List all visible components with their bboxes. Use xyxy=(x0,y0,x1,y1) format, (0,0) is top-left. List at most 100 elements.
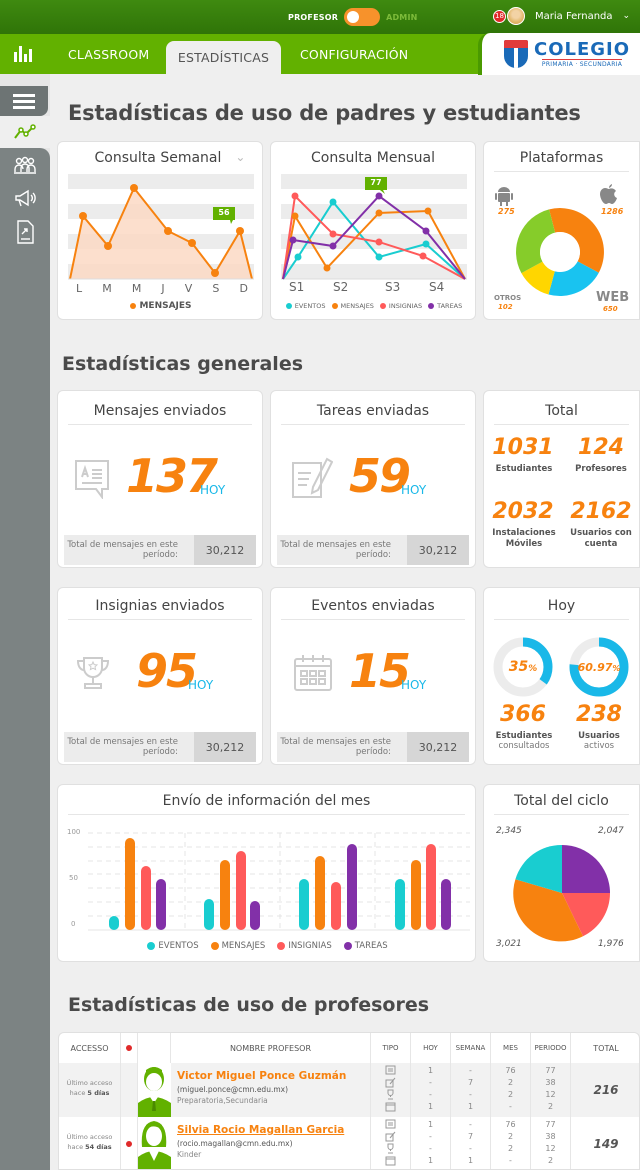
y-tick: 50 xyxy=(69,874,78,882)
column-header-access[interactable]: ACCESSO xyxy=(59,1033,121,1063)
pie-label-mensajes: 3,021 xyxy=(496,939,522,949)
tasks-sent-card: Tareas enviadas 59 HOY Total de mensajes… xyxy=(270,390,476,568)
card-title: Insignias enviados xyxy=(68,598,252,620)
section-title-teachers: Estadísticas de uso de profesores xyxy=(68,994,430,1016)
tasks-today-value: 59 xyxy=(349,449,411,503)
sidebar-item-announcements[interactable] xyxy=(12,186,38,210)
android-count: 275 xyxy=(498,207,515,216)
today-label: HOY xyxy=(188,678,214,692)
card-title: Mensajes enviados xyxy=(68,403,252,425)
apple-count: 1286 xyxy=(601,207,624,216)
column-header-name[interactable]: NOMBRE PROFESOR xyxy=(171,1033,371,1063)
accounts-label: Usuarios con cuenta xyxy=(570,528,632,549)
tab-classroom[interactable]: CLASSROOM xyxy=(68,46,150,62)
today-label: HOY xyxy=(200,483,226,497)
totals-card: Total 1031 Estudiantes 124 Profesores 20… xyxy=(483,390,640,568)
status-cell xyxy=(121,1117,138,1169)
students-total: 1031 xyxy=(492,435,554,460)
active-users-label: activos xyxy=(583,741,615,751)
task-edit-icon xyxy=(385,1077,396,1088)
column-header-status[interactable] xyxy=(121,1033,138,1063)
period-counts: 77 38 12 2 xyxy=(531,1063,571,1117)
active-users-ring-chart xyxy=(569,637,629,697)
today-card: Hoy 35% 60.97% 366 Estudiantes consultad… xyxy=(483,587,640,765)
students-consulted-label-bold: Estudiantes xyxy=(495,731,553,741)
user-name[interactable]: Maria Fernanda xyxy=(535,10,613,22)
bar-chart-title: Envío de información del mes xyxy=(68,793,465,815)
period-total-value: 30,212 xyxy=(194,535,256,565)
period-total: Total de mensajes en este período: 30,21… xyxy=(64,732,256,762)
column-header-total[interactable]: TOTAL xyxy=(593,1043,619,1053)
inactive-status-dot xyxy=(126,1141,132,1147)
period-total: Total de mensajes en este período: 30,21… xyxy=(64,535,256,565)
message-icon xyxy=(385,1065,396,1075)
tab-configuracion[interactable]: CONFIGURACIÓN xyxy=(300,46,409,62)
weekly-tooltip: 56 xyxy=(218,208,230,217)
table-row[interactable]: Último acceso hace 5 días Victor Miguel … xyxy=(59,1063,639,1117)
teacher-name-link[interactable]: Silvia Rocio Magallan Garcia xyxy=(177,1124,345,1136)
totals-title: Total xyxy=(494,403,629,425)
app-logo-icon[interactable] xyxy=(14,46,34,62)
period-total-value: 30,212 xyxy=(407,732,469,762)
teacher-info: Victor Miguel Ponce Guzmán (miguel.ponce… xyxy=(171,1063,371,1117)
type-icons xyxy=(371,1117,411,1169)
message-icon xyxy=(75,460,109,499)
events-today-value: 15 xyxy=(349,644,411,698)
today-counts: 1--1 xyxy=(411,1063,451,1117)
period-total: Total de mensajes en este período: 30,21… xyxy=(277,535,469,565)
avatar[interactable] xyxy=(507,7,525,25)
otros-count: 102 xyxy=(498,303,513,311)
toggle-label-admin: ADMIN xyxy=(386,12,418,22)
toggle-switch[interactable] xyxy=(344,8,381,26)
type-icons xyxy=(371,1063,411,1117)
y-tick: 100 xyxy=(67,828,81,836)
column-header-type[interactable]: TIPO xyxy=(371,1033,411,1063)
month-counts: 76 2 2- xyxy=(491,1063,531,1117)
table-row[interactable]: Último acceso hace 54 días Silvia Rocio … xyxy=(59,1117,639,1169)
teacher-info: Silvia Rocio Magallan Garcia (rocio.maga… xyxy=(171,1117,371,1169)
megaphone-icon xyxy=(15,189,36,207)
chevron-down-icon[interactable]: ⌄ xyxy=(622,11,631,21)
trophy-icon xyxy=(387,1089,394,1100)
notification-badge[interactable]: 18 xyxy=(493,9,506,23)
male-teacher-avatar-icon xyxy=(138,1063,171,1117)
column-header-month[interactable]: MES xyxy=(491,1033,531,1063)
sidebar-item-users[interactable] xyxy=(12,154,38,178)
column-header-today[interactable]: HOY xyxy=(411,1033,451,1063)
top-bar: PROFESOR ADMIN 18 Maria Fernanda ⌄ xyxy=(0,0,640,34)
user-menu[interactable]: 18 Maria Fernanda ⌄ xyxy=(493,7,630,25)
brand-title: COLEGIO xyxy=(534,38,631,60)
task-edit-icon xyxy=(292,457,333,498)
monthly-bar-chart xyxy=(88,832,470,931)
period-total-label: Total de mensajes en este período: xyxy=(280,540,391,560)
platforms-donut-chart xyxy=(516,208,604,297)
tab-estadisticas[interactable]: ESTADÍSTICAS xyxy=(166,41,281,74)
weekly-chart-header[interactable]: Consulta Semanal ⌄ xyxy=(88,150,252,171)
chevron-down-icon[interactable]: ⌄ xyxy=(235,150,246,164)
sidebar-item-stats[interactable] xyxy=(0,116,50,148)
teacher-email: (rocio.magallan@cmn.edu.mx) xyxy=(177,1139,293,1148)
students-consulted-label: consultados xyxy=(498,741,550,751)
avatar xyxy=(138,1117,171,1169)
teacher-levels: Kinder xyxy=(177,1150,202,1159)
card-title: Tareas enviadas xyxy=(281,403,465,425)
teachers-total: 124 xyxy=(578,435,624,460)
period-counts: 77 38 12 2 xyxy=(531,1117,571,1169)
trophy-icon xyxy=(76,657,110,689)
document-icon xyxy=(17,220,34,244)
teacher-name-link[interactable]: Victor Miguel Ponce Guzmán xyxy=(177,1070,347,1082)
column-header-period[interactable]: PERIODO xyxy=(531,1033,571,1063)
menu-icon[interactable] xyxy=(0,86,48,116)
y-tick: 0 xyxy=(71,920,76,928)
column-header-week[interactable]: SEMANA xyxy=(451,1033,491,1063)
today-title: Hoy xyxy=(494,598,629,620)
toggle-label-profesor: PROFESOR xyxy=(288,12,339,22)
role-toggle[interactable]: PROFESOR ADMIN xyxy=(288,8,418,26)
sidebar-item-documents[interactable] xyxy=(12,220,38,244)
trophy-icon xyxy=(387,1143,394,1154)
mobile-installs-total: 2032 xyxy=(492,499,554,524)
last-access: Último acceso hace 5 días xyxy=(59,1063,121,1117)
weekly-chart-title: Consulta Semanal xyxy=(94,150,222,166)
teachers-label: Profesores xyxy=(575,464,627,474)
